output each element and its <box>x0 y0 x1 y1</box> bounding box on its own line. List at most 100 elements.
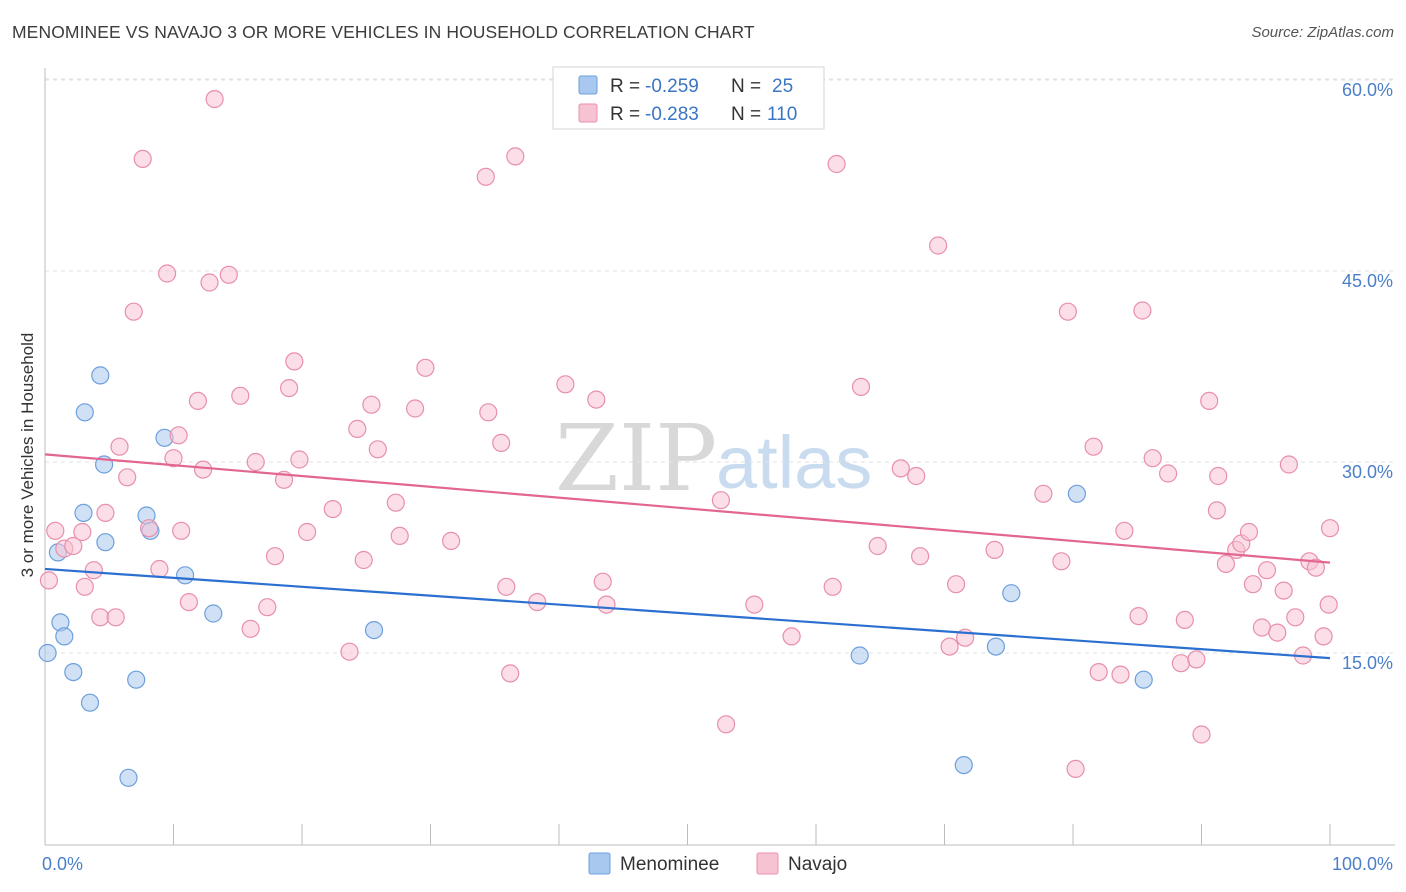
point-navajo <box>1158 464 1178 483</box>
point-navajo <box>868 536 887 556</box>
point-navajo <box>501 664 520 683</box>
x-tick-label: 100.0% <box>1332 854 1393 874</box>
y-tick-label: 30.0% <box>1342 462 1393 482</box>
point-navajo <box>285 352 304 371</box>
point-navajo <box>1200 391 1219 410</box>
watermark-zip: ZIP <box>555 405 717 512</box>
point-navajo <box>179 592 198 612</box>
point-navajo <box>96 503 115 523</box>
point-menominee <box>364 620 384 640</box>
point-navajo <box>827 154 846 174</box>
point-navajo <box>711 491 731 510</box>
point-navajo <box>1175 610 1194 630</box>
stats-legend-n-label: N = <box>731 76 761 97</box>
point-navajo <box>150 559 169 579</box>
stats-legend-swatch-menominee <box>578 75 598 95</box>
point-navajo <box>340 642 359 661</box>
stats-legend-swatch-navajo <box>578 103 598 123</box>
point-navajo <box>1111 665 1130 684</box>
point-navajo <box>194 460 213 479</box>
point-navajo <box>823 577 842 596</box>
point-navajo <box>106 608 125 627</box>
point-navajo <box>241 619 260 638</box>
point-menominee <box>64 662 83 682</box>
point-navajo <box>1268 623 1287 642</box>
point-navajo <box>851 377 871 396</box>
point-navajo <box>1171 654 1191 673</box>
legend-label-menominee: Menominee <box>620 854 719 875</box>
point-navajo <box>91 608 110 627</box>
trend-line-menominee <box>44 567 1331 660</box>
point-menominee <box>91 366 110 385</box>
tick-labels: 15.0% 30.0% 45.0% 60.0% 0.0% 100.0% <box>42 80 1393 874</box>
trend-lines <box>44 453 1331 660</box>
point-navajo <box>479 403 498 422</box>
point-menominee <box>1002 584 1021 603</box>
x-tick-label: 0.0% <box>42 854 83 874</box>
point-navajo <box>110 437 129 456</box>
y-axis-label: 3 or more Vehicles in Household <box>18 333 37 578</box>
gridlines <box>45 78 1395 654</box>
point-menominee <box>38 643 57 663</box>
point-navajo <box>940 637 959 656</box>
point-menominee <box>80 693 100 712</box>
point-navajo <box>158 264 177 283</box>
point-navajo <box>910 547 930 566</box>
point-navajo <box>1319 595 1338 614</box>
point-navajo <box>476 167 495 186</box>
y-tick-label: 60.0% <box>1342 80 1393 100</box>
point-navajo <box>348 419 367 438</box>
point-navajo <box>1274 581 1293 600</box>
point-navajo <box>1314 627 1333 646</box>
point-navajo <box>1115 521 1134 540</box>
stats-legend-n-value: 110 <box>767 104 797 125</box>
point-menominee <box>1067 484 1087 503</box>
point-navajo <box>745 595 764 614</box>
point-navajo <box>188 391 207 410</box>
point-menominee <box>954 755 973 775</box>
point-navajo <box>1052 552 1071 571</box>
point-navajo <box>140 519 159 538</box>
point-navajo <box>442 531 461 551</box>
point-navajo <box>39 571 59 590</box>
stats-legend-box <box>552 66 825 130</box>
point-navajo <box>133 149 152 168</box>
point-navajo <box>406 399 425 418</box>
point-navajo <box>265 547 285 566</box>
point-navajo <box>231 386 250 405</box>
point-navajo <box>1187 650 1206 669</box>
chart-title: MENOMINEE VS NAVAJO 3 OR MORE VEHICLES I… <box>12 22 755 42</box>
point-navajo <box>1320 519 1340 538</box>
point-navajo <box>1257 561 1277 580</box>
point-navajo <box>587 390 606 409</box>
stats-legend: R = -0.259 N = 25 R = -0.283 N = 110 <box>552 66 825 130</box>
point-navajo <box>1243 575 1263 594</box>
trend-line-navajo <box>44 453 1331 564</box>
point-navajo <box>172 521 191 540</box>
point-navajo <box>1133 301 1152 320</box>
point-navajo <box>716 715 736 734</box>
point-navajo <box>205 89 224 109</box>
point-navajo <box>118 468 137 487</box>
point-navajo <box>368 440 387 459</box>
point-navajo <box>362 395 381 414</box>
point-navajo <box>323 500 342 519</box>
point-navajo <box>907 466 926 486</box>
point-navajo <box>1286 608 1305 627</box>
legend-swatch-navajo <box>756 852 779 875</box>
point-navajo <box>1143 449 1162 468</box>
point-navajo <box>200 273 219 292</box>
point-navajo <box>597 595 616 614</box>
point-navajo <box>386 493 405 512</box>
point-menominee <box>75 403 94 422</box>
point-navajo <box>124 302 143 321</box>
legend-label-navajo: Navajo <box>788 854 847 875</box>
point-navajo <box>1089 662 1108 682</box>
point-navajo <box>782 627 801 646</box>
data-points <box>38 89 1340 787</box>
point-navajo <box>1279 455 1299 474</box>
point-navajo <box>416 358 435 377</box>
point-navajo <box>64 536 83 556</box>
point-navajo <box>258 598 277 617</box>
